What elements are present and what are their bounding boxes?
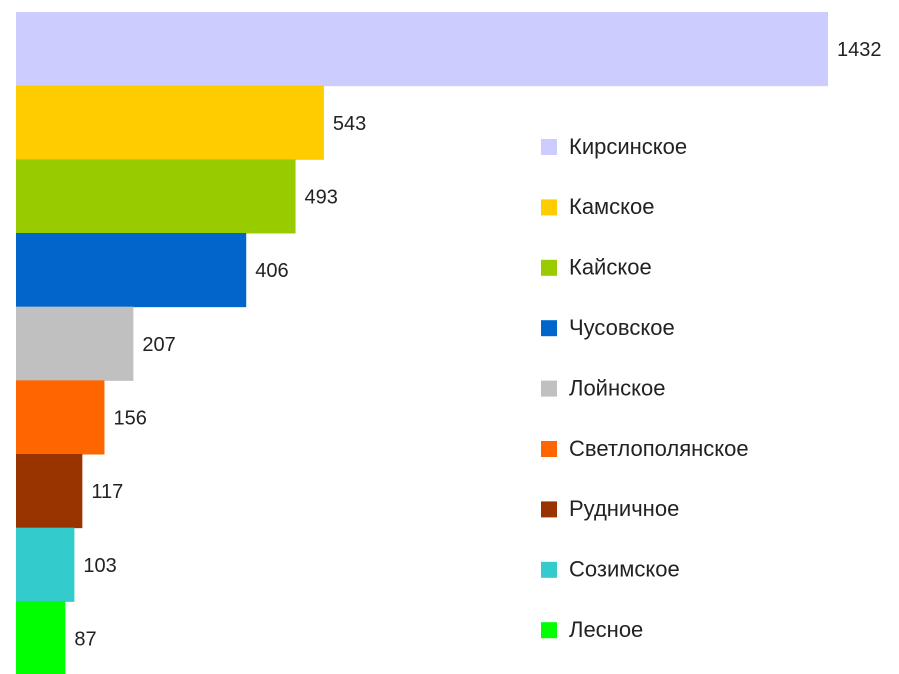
legend-swatch xyxy=(541,139,557,155)
legend-label: Кайское xyxy=(569,255,652,280)
bar xyxy=(16,601,66,674)
legend-label: Созимское xyxy=(569,557,680,582)
bar xyxy=(16,12,828,87)
bar xyxy=(16,85,324,160)
bar xyxy=(16,233,247,308)
legend-swatch xyxy=(541,380,557,397)
bar xyxy=(16,527,75,602)
bar xyxy=(16,380,105,455)
bar xyxy=(16,306,134,381)
legend-label: Чусовское xyxy=(569,315,675,340)
legend-swatch xyxy=(541,622,557,639)
legend-label: Камское xyxy=(569,194,655,219)
legend-swatch xyxy=(541,561,557,578)
value-label: 493 xyxy=(305,186,338,208)
legend-label: Светлополянское xyxy=(569,436,749,461)
value-label: 87 xyxy=(74,628,96,650)
legend-label: Кирсинское xyxy=(569,134,687,159)
value-label: 543 xyxy=(333,113,366,135)
value-label: 207 xyxy=(142,334,175,356)
value-label: 156 xyxy=(113,407,146,429)
legend-label: Рудничное xyxy=(569,496,679,521)
value-label: 103 xyxy=(83,555,116,577)
legend-label: Лесное xyxy=(569,617,643,642)
legend-swatch xyxy=(541,441,557,457)
value-label: 1432 xyxy=(837,39,882,61)
legend-swatch xyxy=(541,199,557,216)
value-label: 117 xyxy=(91,481,123,503)
legend-swatch xyxy=(541,259,557,276)
legend-swatch xyxy=(541,501,557,518)
bar xyxy=(16,454,83,529)
legend-swatch xyxy=(541,320,557,337)
bar xyxy=(16,159,296,234)
value-label: 406 xyxy=(255,260,288,282)
legend-label: Лойнское xyxy=(569,375,665,400)
